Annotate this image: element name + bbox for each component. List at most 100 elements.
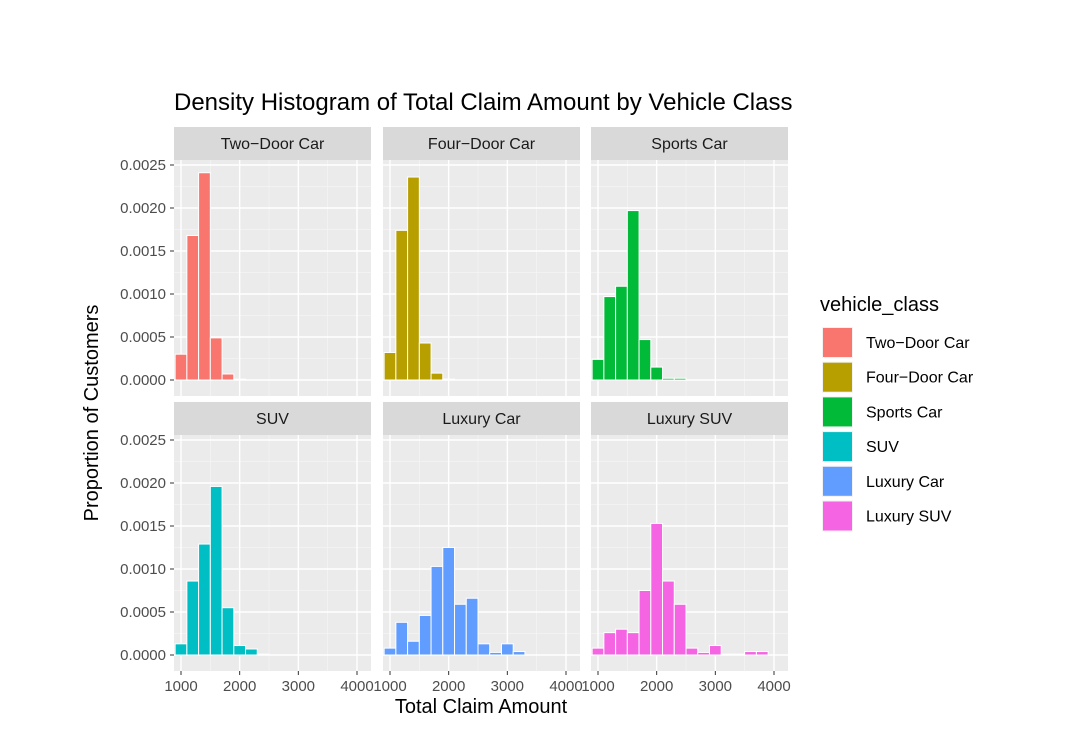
histogram-bar: Luxury Car: 2200 → 0.00059 xyxy=(454,603,467,656)
y-tick-label: 0.0005 xyxy=(120,329,166,346)
facet-panel: Four−Door Car Four-Door Car: 1000 → 0.000… xyxy=(383,127,580,396)
y-tick-label: 0.0010 xyxy=(120,561,166,578)
histogram-bar: Luxury Car: 3000 → 0.00013 xyxy=(500,643,514,656)
x-tick-label: 1000 xyxy=(373,678,406,695)
legend-label: Luxury SUV xyxy=(866,509,952,526)
histogram-bar: Two-Door Car: 2000 → 0.00001 xyxy=(233,378,247,381)
histogram-bar: SUV: 2200 → 0.00007 xyxy=(245,648,258,656)
histogram-bar: Sports Car: 2000 → 0.00015 xyxy=(650,366,664,381)
histogram-bar: Luxury SUV: 1600 → 0.00026 xyxy=(626,632,640,656)
y-tick-label: 0.0025 xyxy=(120,432,166,449)
histogram-bar: SUV: 1000 → 0.00013 xyxy=(174,643,188,656)
histogram-bar: Luxury SUV: 2200 → 0.00086 xyxy=(662,580,675,656)
histogram-bar: Four-Door Car: 2000 → 0.00001 xyxy=(442,378,456,381)
histogram-bar: Sports Car: 2200 → 0.00002 xyxy=(662,377,675,381)
y-tick-label: 0.0015 xyxy=(120,518,166,535)
histogram-bar: Sports Car: 1200 → 0.00097 xyxy=(603,296,617,381)
facet-strip xyxy=(383,127,580,160)
histogram-bar: SUV: 1800 → 0.00055 xyxy=(221,607,235,656)
histogram-bar: Luxury Car: 3200 → 0.00004 xyxy=(512,651,526,656)
histogram-bar: Two-Door Car: 1800 → 0.00007 xyxy=(221,373,235,381)
histogram-bar: SUV: 1400 → 0.00129 xyxy=(198,543,211,656)
facet-panel: SUV SUV: 1000 → 0.00013SUV: 1200 → 0.0008… xyxy=(120,402,374,695)
legend-swatch xyxy=(823,328,852,357)
histogram-bar: Luxury Car: 1000 → 0.00008 xyxy=(383,647,397,656)
facet-strip xyxy=(591,402,788,435)
x-tick-label: 4000 xyxy=(549,678,582,695)
histogram-bar: Luxury Car: 1400 → 0.00016 xyxy=(407,640,420,656)
y-tick-label: 0.0020 xyxy=(120,475,166,492)
x-tick-label: 3000 xyxy=(282,678,315,695)
histogram-bar: Four-Door Car: 1800 → 0.00008 xyxy=(430,372,444,381)
histogram-bar: Luxury SUV: 3600 → 0.00004 xyxy=(744,651,757,656)
histogram-bar: Luxury SUV: 3400 → 0.00001 xyxy=(732,653,746,656)
legend-swatch xyxy=(823,397,852,427)
histogram-bar: Four-Door Car: 1400 → 0.00236 xyxy=(407,176,420,381)
legend-label: SUV xyxy=(866,439,899,456)
histogram-bar: Sports Car: 1000 → 0.00024 xyxy=(591,358,605,381)
histogram-bar: Luxury Car: 1200 → 0.00038 xyxy=(395,621,409,656)
histogram-bar: Luxury SUV: 3200 → 0.00001 xyxy=(720,653,734,656)
facet-strip-label: SUV xyxy=(256,411,289,428)
panel-background xyxy=(383,435,580,671)
histogram-bar: Luxury Car: 2800 → 0.00003 xyxy=(489,651,502,656)
histogram-bar: Luxury Car: 1800 → 0.00103 xyxy=(430,565,444,656)
histogram-bar: Luxury SUV: 3000 → 0.00011 xyxy=(708,645,722,656)
y-tick-label: 0.0000 xyxy=(120,372,166,389)
facet-strip-label: Sports Car xyxy=(651,136,728,153)
histogram-bar: Luxury SUV: 1200 → 0.00026 xyxy=(603,632,617,656)
y-tick-label: 0.0005 xyxy=(120,604,166,621)
histogram-bar: Luxury SUV: 2400 → 0.00059 xyxy=(673,603,687,656)
legend-label: Four−Door Car xyxy=(866,370,974,387)
histogram-bar: Sports Car: 2400 → 0.00002 xyxy=(673,377,687,381)
facet-strip xyxy=(174,402,371,435)
histogram-bar: Sports Car: 1400 → 0.00109 xyxy=(615,285,628,381)
histogram-bar: Luxury SUV: 2800 → 0.00003 xyxy=(697,651,710,656)
facet-strip-label: Luxury Car xyxy=(442,411,521,428)
facet-strip xyxy=(383,402,580,435)
histogram-bar: Four-Door Car: 1200 → 0.00174 xyxy=(395,229,409,381)
y-tick-label: 0.0010 xyxy=(120,286,166,303)
legend-swatch xyxy=(823,362,852,392)
facet-strip-label: Luxury SUV xyxy=(647,411,733,428)
y-tick-label: 0.0020 xyxy=(120,200,166,217)
legend-title: vehicle_class xyxy=(820,294,939,316)
histogram-bar: SUV: 2000 → 0.00011 xyxy=(233,645,247,656)
histogram-bar: Luxury SUV: 1800 → 0.00075 xyxy=(638,590,652,656)
y-tick-label: 0.0025 xyxy=(120,157,166,174)
histogram-bar: Luxury SUV: 1000 → 0.00008 xyxy=(591,647,605,656)
histogram-bar: Luxury SUV: 2600 → 0.00008 xyxy=(685,647,699,656)
histogram-bar: Sports Car: 1800 → 0.00047 xyxy=(638,339,652,381)
legend-swatch xyxy=(823,501,852,531)
x-tick-label: 2000 xyxy=(432,678,465,695)
histogram-bar: Luxury SUV: 3800 → 0.00004 xyxy=(755,651,769,656)
x-tick-label: 1000 xyxy=(164,678,197,695)
x-tick-label: 2000 xyxy=(640,678,673,695)
legend-label: Luxury Car xyxy=(866,474,945,491)
histogram-bar: Two-Door Car: 1600 → 0.00049 xyxy=(209,337,223,381)
x-axis-title: Total Claim Amount xyxy=(395,696,568,718)
histogram-bar: Luxury Car: 2400 → 0.00066 xyxy=(465,597,479,656)
histogram-bar: Luxury SUV: 2000 → 0.00153 xyxy=(650,522,664,656)
legend-swatch xyxy=(823,432,852,462)
x-tick-label: 1000 xyxy=(581,678,614,695)
facet-strip-label: Two−Door Car xyxy=(221,136,325,153)
histogram-bar: Sports Car: 1600 → 0.00197 xyxy=(626,210,640,381)
histogram-bar: Luxury Car: 2600 → 0.00013 xyxy=(477,643,491,656)
x-tick-label: 2000 xyxy=(223,678,256,695)
histogram-bar: SUV: 1600 → 0.00196 xyxy=(209,485,223,656)
y-axis-title: Proportion of Customers xyxy=(81,305,103,522)
x-tick-label: 3000 xyxy=(491,678,524,695)
histogram-bar: Two-Door Car: 1400 → 0.00241 xyxy=(198,172,211,381)
y-tick-label: 0.0000 xyxy=(120,647,166,664)
histogram-bar: Four-Door Car: 1000 → 0.00032 xyxy=(383,351,397,381)
legend-swatch xyxy=(823,466,852,496)
histogram-bar: Luxury Car: 1600 → 0.00046 xyxy=(418,614,432,656)
